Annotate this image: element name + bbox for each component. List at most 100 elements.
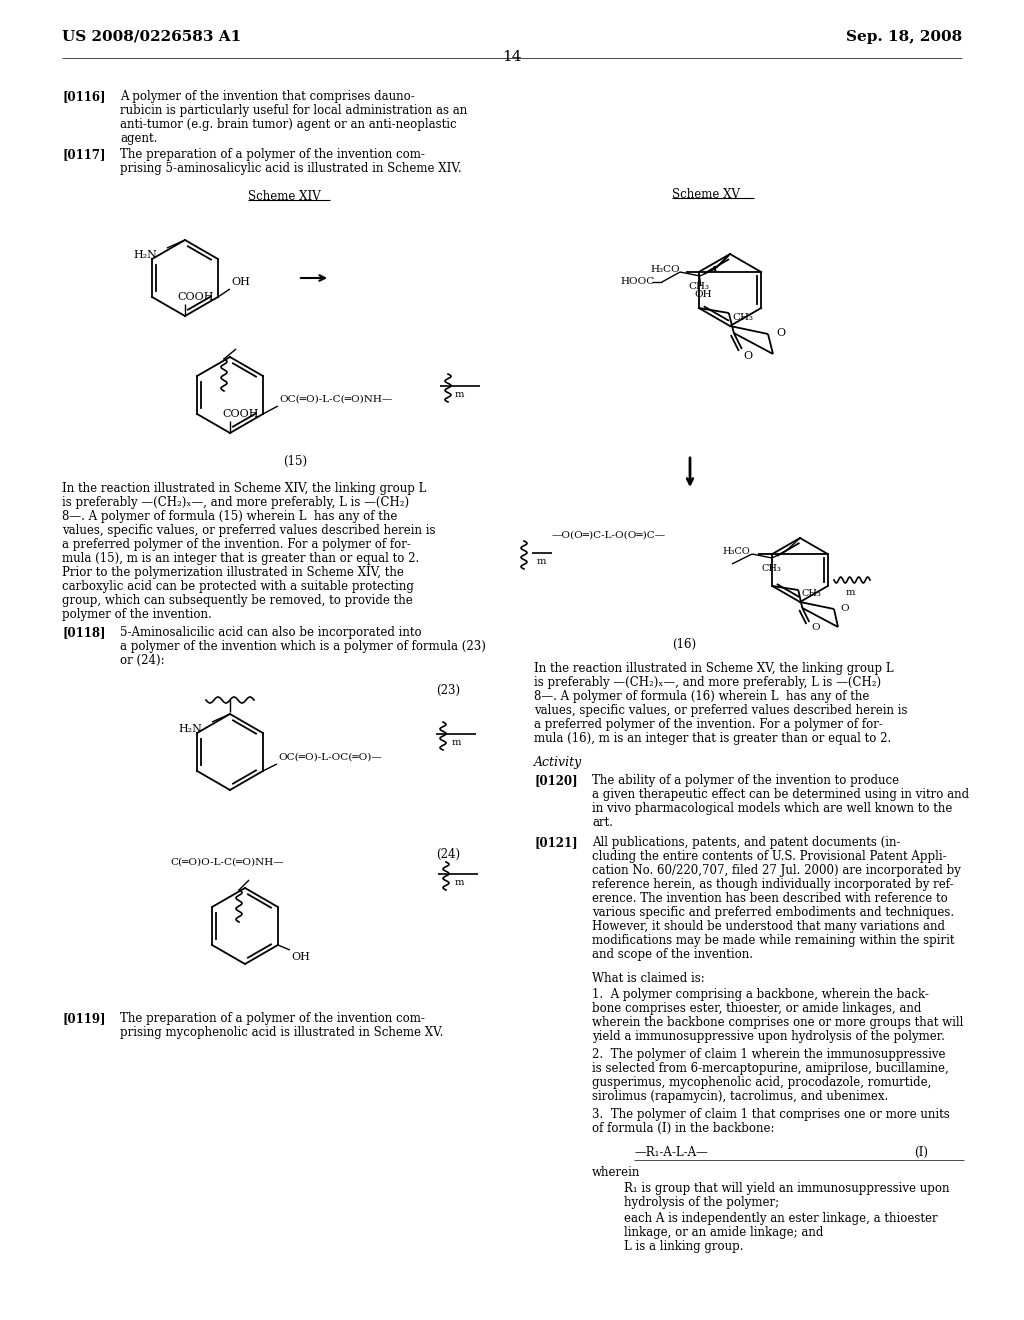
Text: In the reaction illustrated in Scheme XV, the linking group L: In the reaction illustrated in Scheme XV… <box>534 663 894 675</box>
Text: group, which can subsequently be removed, to provide the: group, which can subsequently be removed… <box>62 594 413 607</box>
Text: CH₃: CH₃ <box>802 589 822 598</box>
Text: Activity: Activity <box>534 756 583 770</box>
Text: agent.: agent. <box>120 132 158 145</box>
Text: various specific and preferred embodiments and techniques.: various specific and preferred embodimen… <box>592 906 954 919</box>
Text: is preferably —(CH₂)ₓ—, and more preferably, L is —(CH₂): is preferably —(CH₂)ₓ—, and more prefera… <box>534 676 881 689</box>
Text: values, specific values, or preferred values described herein is: values, specific values, or preferred va… <box>534 704 907 717</box>
Text: All publications, patents, and patent documents (in-: All publications, patents, and patent do… <box>592 836 900 849</box>
Text: OH: OH <box>291 952 310 962</box>
Text: and scope of the invention.: and scope of the invention. <box>592 948 753 961</box>
Text: H₂N: H₂N <box>178 723 202 734</box>
Text: OC(═O)-L-C(═O)NH—: OC(═O)-L-C(═O)NH— <box>279 395 392 404</box>
Text: 14: 14 <box>502 50 522 63</box>
Text: 8—. A polymer of formula (15) wherein L  has any of the: 8—. A polymer of formula (15) wherein L … <box>62 510 397 523</box>
Text: rubicin is particularly useful for local administration as an: rubicin is particularly useful for local… <box>120 104 467 117</box>
Text: carboxylic acid can be protected with a suitable protecting: carboxylic acid can be protected with a … <box>62 579 414 593</box>
Text: Scheme XV: Scheme XV <box>672 187 740 201</box>
Text: in vivo pharmacological models which are well known to the: in vivo pharmacological models which are… <box>592 803 952 814</box>
Text: reference herein, as though individually incorporated by ref-: reference herein, as though individually… <box>592 878 953 891</box>
Text: [0118]: [0118] <box>62 626 105 639</box>
Text: What is claimed is:: What is claimed is: <box>592 972 705 985</box>
Text: 5-Aminosalicilic acid can also be incorporated into: 5-Aminosalicilic acid can also be incorp… <box>120 626 422 639</box>
Text: mula (15), m is an integer that is greater than or equal to 2.: mula (15), m is an integer that is great… <box>62 552 419 565</box>
Text: CH₃: CH₃ <box>688 282 709 290</box>
Text: m: m <box>537 557 547 566</box>
Text: prising mycophenolic acid is illustrated in Scheme XV.: prising mycophenolic acid is illustrated… <box>120 1026 443 1039</box>
Text: H₂N: H₂N <box>133 249 157 260</box>
Text: OC(═O)-L-OC(═O)—: OC(═O)-L-OC(═O)— <box>278 752 382 762</box>
Text: m: m <box>455 389 464 399</box>
Text: —O(O═)C-L-O(O═)C—: —O(O═)C-L-O(O═)C— <box>552 531 667 540</box>
Text: (24): (24) <box>436 847 460 861</box>
Text: m: m <box>452 738 462 747</box>
Text: a polymer of the invention which is a polymer of formula (23): a polymer of the invention which is a po… <box>120 640 485 653</box>
Text: mula (16), m is an integer that is greater than or equal to 2.: mula (16), m is an integer that is great… <box>534 733 891 744</box>
Text: The preparation of a polymer of the invention com-: The preparation of a polymer of the inve… <box>120 148 425 161</box>
Text: Prior to the polymerization illustrated in Scheme XIV, the: Prior to the polymerization illustrated … <box>62 566 403 579</box>
Text: [0117]: [0117] <box>62 148 105 161</box>
Text: [0121]: [0121] <box>534 836 578 849</box>
Text: COOH: COOH <box>177 292 213 302</box>
Text: CH₃: CH₃ <box>762 564 782 573</box>
Text: However, it should be understood that many variations and: However, it should be understood that ma… <box>592 920 945 933</box>
Text: C(═O)O-L-C(═O)NH—: C(═O)O-L-C(═O)NH— <box>170 858 284 867</box>
Text: sirolimus (rapamycin), tacrolimus, and ubenimex.: sirolimus (rapamycin), tacrolimus, and u… <box>592 1090 888 1104</box>
Text: CH₃: CH₃ <box>732 313 753 322</box>
Text: In the reaction illustrated in Scheme XIV, the linking group L: In the reaction illustrated in Scheme XI… <box>62 482 426 495</box>
Text: [0119]: [0119] <box>62 1012 105 1026</box>
Text: cation No. 60/220,707, filed 27 Jul. 2000) are incorporated by: cation No. 60/220,707, filed 27 Jul. 200… <box>592 865 961 876</box>
Text: each A is independently an ester linkage, a thioester: each A is independently an ester linkage… <box>624 1212 938 1225</box>
Text: values, specific values, or preferred values described herein is: values, specific values, or preferred va… <box>62 524 435 537</box>
Text: O: O <box>776 329 785 338</box>
Text: art.: art. <box>592 816 613 829</box>
Text: Scheme XIV: Scheme XIV <box>248 190 321 203</box>
Text: 1.  A polymer comprising a backbone, wherein the back-: 1. A polymer comprising a backbone, wher… <box>592 987 929 1001</box>
Text: 3.  The polymer of claim 1 that comprises one or more units: 3. The polymer of claim 1 that comprises… <box>592 1107 949 1121</box>
Text: a given therapeutic effect can be determined using in vitro and: a given therapeutic effect can be determ… <box>592 788 969 801</box>
Text: m: m <box>846 587 855 597</box>
Text: is preferably —(CH₂)ₓ—, and more preferably, L is —(CH₂): is preferably —(CH₂)ₓ—, and more prefera… <box>62 496 410 510</box>
Text: O: O <box>840 605 849 612</box>
Text: O: O <box>743 351 753 360</box>
Text: m: m <box>455 878 464 887</box>
Text: bone comprises ester, thioester, or amide linkages, and: bone comprises ester, thioester, or amid… <box>592 1002 922 1015</box>
Text: is selected from 6-mercaptopurine, amiprilose, bucillamine,: is selected from 6-mercaptopurine, amipr… <box>592 1063 949 1074</box>
Text: (I): (I) <box>914 1146 928 1159</box>
Text: erence. The invention has been described with reference to: erence. The invention has been described… <box>592 892 948 906</box>
Text: Sep. 18, 2008: Sep. 18, 2008 <box>846 30 962 44</box>
Text: of formula (I) in the backbone:: of formula (I) in the backbone: <box>592 1122 774 1135</box>
Text: anti-tumor (e.g. brain tumor) agent or an anti-neoplastic: anti-tumor (e.g. brain tumor) agent or a… <box>120 117 457 131</box>
Text: H₃CO: H₃CO <box>722 548 750 557</box>
Text: A polymer of the invention that comprises dauno-: A polymer of the invention that comprise… <box>120 90 415 103</box>
Text: 8—. A polymer of formula (16) wherein L  has any of the: 8—. A polymer of formula (16) wherein L … <box>534 690 869 704</box>
Text: COOH: COOH <box>222 409 258 418</box>
Text: The preparation of a polymer of the invention com-: The preparation of a polymer of the inve… <box>120 1012 425 1026</box>
Text: OH: OH <box>230 277 250 286</box>
Text: wherein: wherein <box>592 1166 640 1179</box>
Text: linkage, or an amide linkage; and: linkage, or an amide linkage; and <box>624 1226 823 1239</box>
Text: R₁ is group that will yield an immunosuppressive upon: R₁ is group that will yield an immunosup… <box>624 1181 949 1195</box>
Text: gusperimus, mycophenolic acid, procodazole, romurtide,: gusperimus, mycophenolic acid, procodazo… <box>592 1076 932 1089</box>
Text: wherein the backbone comprises one or more groups that will: wherein the backbone comprises one or mo… <box>592 1016 964 1030</box>
Text: (23): (23) <box>436 684 460 697</box>
Text: O: O <box>811 623 820 632</box>
Text: —R₁-A-L-A—: —R₁-A-L-A— <box>634 1146 708 1159</box>
Text: H₃CO: H₃CO <box>650 265 680 275</box>
Text: a preferred polymer of the invention. For a polymer of for-: a preferred polymer of the invention. Fo… <box>62 539 411 550</box>
Text: a preferred polymer of the invention. For a polymer of for-: a preferred polymer of the invention. Fo… <box>534 718 883 731</box>
Text: [0120]: [0120] <box>534 774 578 787</box>
Text: The ability of a polymer of the invention to produce: The ability of a polymer of the inventio… <box>592 774 899 787</box>
Text: L is a linking group.: L is a linking group. <box>624 1239 743 1253</box>
Text: OH: OH <box>695 290 713 300</box>
Text: or (24):: or (24): <box>120 653 165 667</box>
Text: prising 5-aminosalicylic acid is illustrated in Scheme XIV.: prising 5-aminosalicylic acid is illustr… <box>120 162 462 176</box>
Text: cluding the entire contents of U.S. Provisional Patent Appli-: cluding the entire contents of U.S. Prov… <box>592 850 946 863</box>
Text: (16): (16) <box>672 638 696 651</box>
Text: (15): (15) <box>283 455 307 469</box>
Text: HOOC: HOOC <box>620 277 654 286</box>
Text: polymer of the invention.: polymer of the invention. <box>62 609 212 620</box>
Text: hydrolysis of the polymer;: hydrolysis of the polymer; <box>624 1196 779 1209</box>
Text: 2.  The polymer of claim 1 wherein the immunosuppressive: 2. The polymer of claim 1 wherein the im… <box>592 1048 945 1061</box>
Text: [0116]: [0116] <box>62 90 105 103</box>
Text: yield a immunosuppressive upon hydrolysis of the polymer.: yield a immunosuppressive upon hydrolysi… <box>592 1030 945 1043</box>
